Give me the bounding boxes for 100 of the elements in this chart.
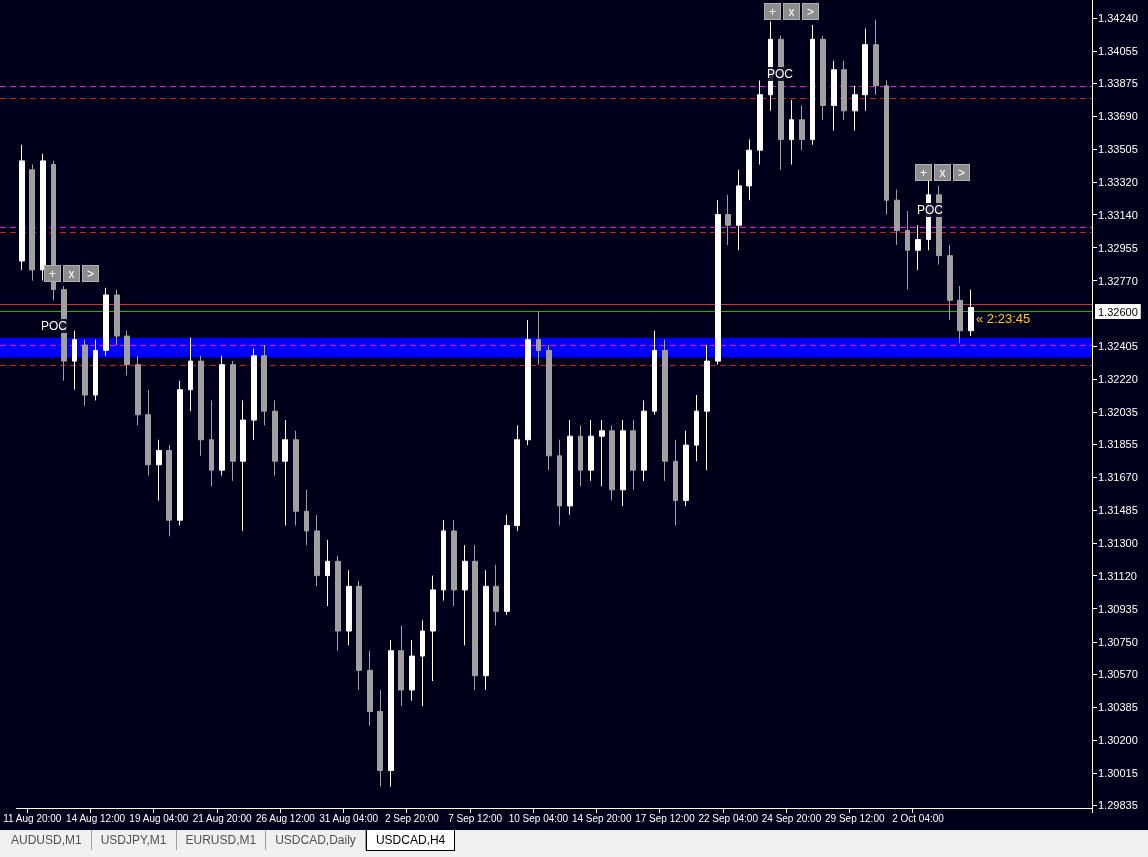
candlestick <box>947 244 953 321</box>
button: + <box>764 3 781 20</box>
x-tick-label: 2 Sep 20:00 <box>384 812 440 824</box>
x-tick-label: 31 Aug 04:00 <box>319 812 379 824</box>
candlestick <box>346 569 352 646</box>
y-tick-label: 1.34240 <box>1098 11 1138 24</box>
candlestick <box>177 380 183 527</box>
candlestick <box>525 319 531 446</box>
candlestick <box>905 210 910 291</box>
candlestick <box>757 79 763 165</box>
candlestick <box>188 337 193 412</box>
candlestick <box>799 104 805 151</box>
x-tick-label: 24 Sep 20:00 <box>761 812 822 824</box>
candlestick <box>93 339 98 401</box>
y-tick-label: 1.33875 <box>1098 77 1138 90</box>
x-tick-label: 11 Aug 20:00 <box>3 812 62 824</box>
candlestick <box>683 430 689 507</box>
candlestick <box>841 60 847 121</box>
candlestick <box>599 419 605 487</box>
candlestick <box>282 419 288 527</box>
candlestick <box>546 344 552 471</box>
candlestick <box>915 224 921 271</box>
candlestick <box>514 424 520 532</box>
candlestick <box>251 348 257 441</box>
y-tick-label: 1.29835 <box>1098 799 1138 812</box>
candlestick <box>504 514 510 616</box>
y-tick-label: 1.32035 <box>1098 406 1138 419</box>
candlestick <box>873 19 879 96</box>
ref-line-label: 1.32600 <box>1098 305 1138 318</box>
candlestick <box>694 394 699 462</box>
y-tick-label: 1.34055 <box>1098 44 1138 57</box>
y-tick-label: 1.30750 <box>1098 635 1138 648</box>
candlestick <box>230 360 236 482</box>
candlestick <box>715 199 721 366</box>
y-tick-label: 1.32405 <box>1098 339 1138 352</box>
button: + <box>44 265 61 282</box>
annotation: POC <box>766 67 795 81</box>
tab-bar: AUDUSD,M1 USDJPY,M1 EURUSD,M1 USDCAD,Daily USDCAD,H4 <box>0 830 1148 857</box>
button: x <box>934 164 951 181</box>
candlestick <box>831 60 837 131</box>
candlestick <box>736 169 742 251</box>
y-tick-label: 1.32770 <box>1098 274 1138 287</box>
y-tick-label: 1.31120 <box>1098 569 1137 582</box>
y-tick-label: 1.31300 <box>1098 537 1138 550</box>
candlestick <box>620 419 626 507</box>
candlestick <box>725 194 731 246</box>
x-tick-label: 17 Sep 12:00 <box>635 812 696 824</box>
candlestick <box>19 144 25 271</box>
y-tick-label: 1.31855 <box>1098 438 1138 451</box>
candlestick <box>377 689 383 788</box>
candlestick <box>746 138 752 201</box>
candlestick <box>209 399 214 487</box>
candlestick <box>304 489 309 546</box>
x-tick-label: 14 Aug 12:00 <box>66 812 126 824</box>
x-tick-label: 22 Sep 04:00 <box>698 812 759 824</box>
candlestick <box>652 330 657 416</box>
candlestick <box>82 339 88 407</box>
candlestick <box>325 539 330 607</box>
candlestick <box>641 399 647 482</box>
x-tick-label: 14 Sep 20:00 <box>571 812 632 824</box>
candlestick <box>335 555 341 652</box>
candlestick <box>483 569 489 691</box>
annotation: « 2:23:45 <box>976 311 1031 326</box>
candlestick <box>72 330 77 391</box>
y-tick-label: 1.33140 <box>1098 208 1138 221</box>
y-tick-label: 1.31670 <box>1098 471 1138 484</box>
x-tick-label: 7 Sep 12:00 <box>448 812 503 824</box>
candlestick <box>567 419 573 516</box>
y-tick-label: 1.30570 <box>1098 667 1138 680</box>
candlestick <box>430 575 436 682</box>
candlestick <box>103 287 109 357</box>
x-tick-label: 10 Sep 04:00 <box>508 812 569 824</box>
candlestick <box>810 24 815 146</box>
candlestick <box>609 424 615 502</box>
candlestick <box>240 399 246 532</box>
candlestick <box>367 650 373 727</box>
candlestick <box>198 355 204 457</box>
candlestick <box>166 444 172 537</box>
candlestick <box>462 544 468 646</box>
candlestick <box>862 28 868 112</box>
candlestick <box>398 625 404 707</box>
candlestick <box>820 35 826 121</box>
annotation: POC <box>916 203 945 217</box>
candlestick <box>957 285 963 344</box>
button: > <box>802 3 819 20</box>
y-tick-label: 1.33505 <box>1098 143 1138 156</box>
candlestick <box>493 564 499 627</box>
y-tick-label: 1.30385 <box>1098 701 1138 713</box>
x-tick-label: 19 Aug 04:00 <box>129 812 189 824</box>
candlestick <box>536 310 541 366</box>
candlestick <box>356 580 362 691</box>
candlestick <box>314 514 320 587</box>
y-tick-label: 1.30200 <box>1098 734 1138 747</box>
candlestick <box>40 153 46 282</box>
y-tick-label: 1.33320 <box>1098 176 1138 189</box>
candlestick <box>630 419 636 491</box>
candlestick <box>409 639 415 702</box>
y-tick-label: 1.32955 <box>1098 241 1138 254</box>
candlestick <box>135 355 141 426</box>
candlestick <box>388 639 394 788</box>
